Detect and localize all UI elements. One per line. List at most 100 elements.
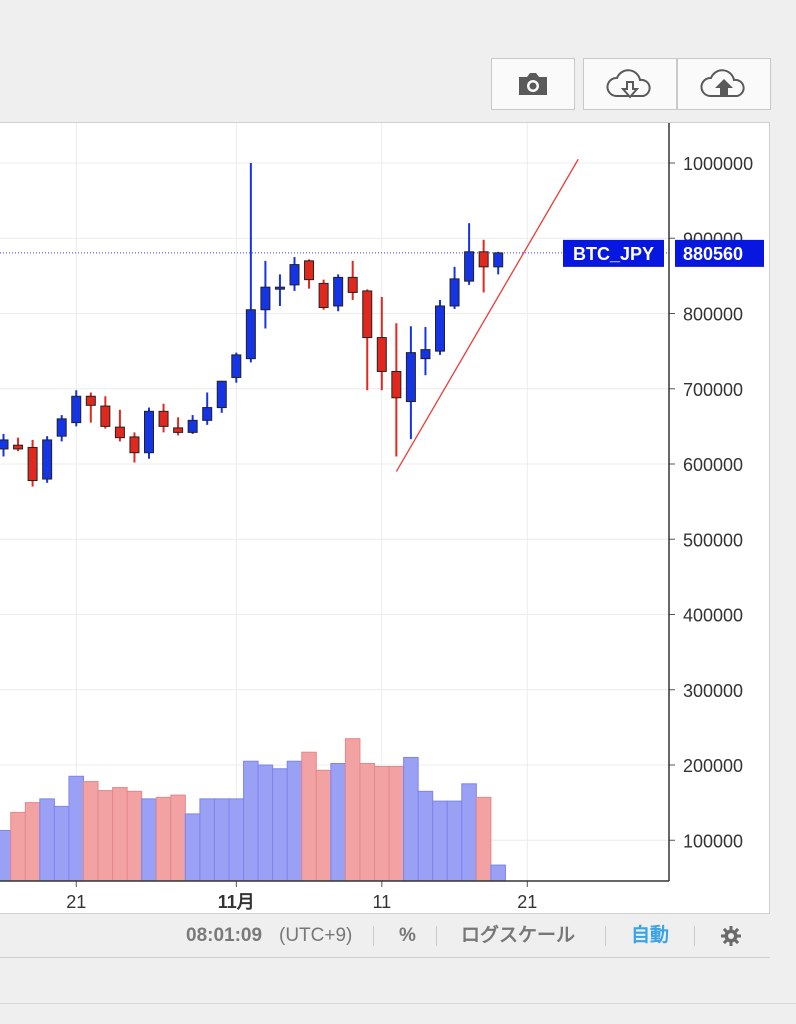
volume-bar <box>330 762 346 882</box>
volume-bar <box>461 783 477 882</box>
snapshot-button[interactable] <box>491 58 575 110</box>
candle-body[interactable] <box>289 264 300 286</box>
volume-bar <box>97 790 114 882</box>
candle-body[interactable] <box>56 418 67 437</box>
volume-bar <box>432 800 448 882</box>
volume-bar <box>490 864 506 882</box>
download-button[interactable] <box>583 58 677 110</box>
candle-body[interactable] <box>493 252 504 268</box>
volume-bar <box>112 787 128 882</box>
volume-bar <box>53 805 70 882</box>
volume-bar <box>184 813 201 882</box>
timezone-label[interactable]: (UTC+9) <box>279 925 353 946</box>
y-tick-label: 500000 <box>683 530 743 550</box>
volume-bar <box>344 738 361 882</box>
percent-toggle[interactable]: % <box>399 925 416 946</box>
candle-body[interactable] <box>71 395 82 424</box>
y-tick-label: 100000 <box>683 831 743 851</box>
volume-bar <box>228 798 245 882</box>
volume-bar <box>83 781 99 882</box>
volume-bar <box>213 798 230 882</box>
camera-icon <box>519 73 547 95</box>
candle-body[interactable] <box>0 439 9 450</box>
y-tick-label: 800000 <box>683 305 743 325</box>
divider <box>605 926 606 946</box>
candle-body[interactable] <box>13 444 24 450</box>
divider <box>373 926 374 946</box>
candle-body[interactable] <box>245 309 256 360</box>
volume-bar <box>126 790 143 882</box>
volume-bar <box>417 790 434 882</box>
volume-bar <box>286 760 303 882</box>
y-tick-label: 400000 <box>683 606 743 626</box>
volume-bar <box>257 764 274 882</box>
volume-bar <box>388 766 405 882</box>
last-price-label: 880560 <box>683 244 743 264</box>
candle-body[interactable] <box>27 446 38 482</box>
candle-body[interactable] <box>347 276 358 293</box>
x-tick-label: 11 <box>372 892 391 912</box>
candle-body[interactable] <box>158 410 169 427</box>
candle-body[interactable] <box>260 286 271 311</box>
y-tick-label: 700000 <box>683 380 743 400</box>
y-tick-label: 300000 <box>683 681 743 701</box>
candle-body[interactable] <box>100 405 111 427</box>
candle-body[interactable] <box>391 370 402 399</box>
volume-bar <box>359 762 376 882</box>
candle-body[interactable] <box>144 410 154 454</box>
volume-bar <box>446 800 463 882</box>
candle-body[interactable] <box>435 305 445 352</box>
volume-bar <box>243 760 259 882</box>
volume-bar <box>199 798 215 882</box>
candle-body[interactable] <box>405 352 416 403</box>
candle-body[interactable] <box>362 290 373 339</box>
candle-body[interactable] <box>464 251 475 282</box>
candle-body[interactable] <box>478 251 489 268</box>
candle-body[interactable] <box>129 436 140 454</box>
auto-scale-toggle[interactable]: 自動 <box>631 925 670 946</box>
x-tick-label: 21 <box>517 892 537 912</box>
y-tick-label: 600000 <box>683 455 743 475</box>
candle-body[interactable] <box>42 439 53 480</box>
clock-time: 08:01:09 <box>186 925 263 946</box>
y-tick-label: 200000 <box>683 756 743 776</box>
log-scale-toggle[interactable]: ログスケール <box>461 925 576 946</box>
x-tick-label: 21 <box>66 892 86 912</box>
candlestick-chart[interactable]: 1000000900000800000700000600000500000400… <box>0 123 770 915</box>
candle-body[interactable] <box>304 260 315 281</box>
upload-button[interactable] <box>677 58 771 110</box>
volume-bar <box>170 794 186 882</box>
status-bar: 08:01:09 (UTC+9) % ログスケール 自動 <box>0 914 770 958</box>
symbol-label: BTC_JPY <box>573 244 654 264</box>
candle-body[interactable] <box>114 426 125 439</box>
volume-bar <box>39 798 55 882</box>
candle-body[interactable] <box>449 278 460 307</box>
volume-bar <box>403 756 419 882</box>
last-price-label-bg <box>675 239 764 267</box>
candle-body[interactable] <box>333 276 344 307</box>
candle-body[interactable] <box>420 349 431 360</box>
candle-body[interactable] <box>173 427 184 433</box>
settings-button[interactable] <box>720 914 742 958</box>
y-tick-label: 1000000 <box>683 154 753 174</box>
candle-body[interactable] <box>318 282 329 308</box>
volume-bar <box>68 775 84 882</box>
volume-bar <box>141 798 157 882</box>
candle-body[interactable] <box>231 354 242 378</box>
volume-bar <box>155 796 172 882</box>
cloud-upload-icon <box>700 69 745 97</box>
candle-body[interactable] <box>376 337 387 372</box>
divider <box>436 926 437 946</box>
candle-body[interactable] <box>187 419 198 433</box>
candle-body[interactable] <box>274 286 285 290</box>
divider <box>694 926 695 946</box>
volume-bar <box>24 802 41 882</box>
trend-line[interactable] <box>395 158 579 472</box>
chart-panel[interactable]: 1000000 900000 800000 700000 600000 500000 400… <box>0 122 770 914</box>
candle-body[interactable] <box>202 407 213 421</box>
page-divider <box>0 1003 796 1004</box>
gear-icon <box>721 925 741 946</box>
candle-body[interactable] <box>85 395 96 406</box>
candle-body[interactable] <box>216 380 227 409</box>
cloud-download-icon <box>606 69 651 99</box>
